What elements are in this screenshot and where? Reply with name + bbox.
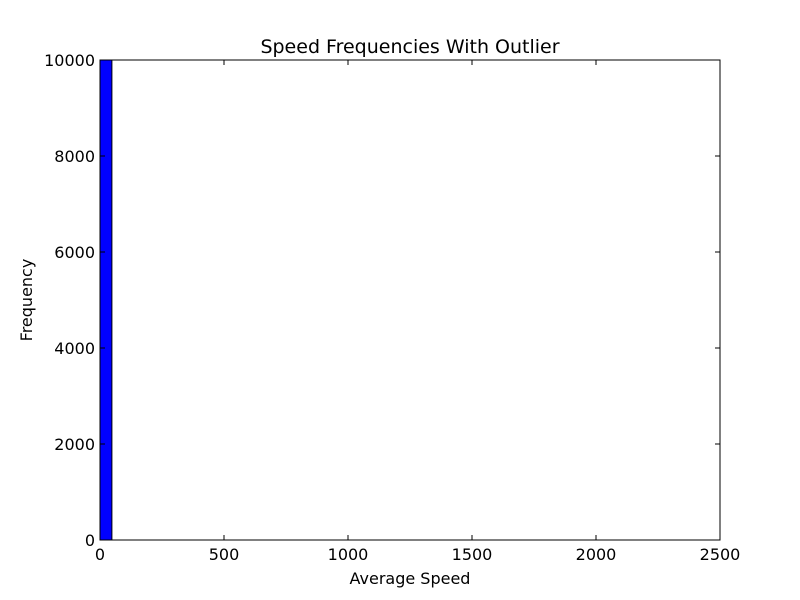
x-axis-label: Average Speed [350,569,471,588]
y-tick-label-3: 6000 [54,243,95,262]
x-tick-label-1: 500 [209,545,240,564]
x-tick-label-5: 2500 [700,545,741,564]
y-axis-label: Frequency [17,259,36,342]
y-tick-label-5: 10000 [44,51,95,70]
chart-title: Speed Frequencies With Outlier [260,36,559,58]
bars-group [99,59,113,541]
y-tick-label-4: 8000 [54,147,95,166]
y-tick-label-2: 4000 [54,339,95,358]
y-tick-label-1: 2000 [54,435,95,454]
y-tick-label-0: 0 [85,531,95,550]
histogram-bar-0 [99,59,113,541]
x-tick-label-4: 2000 [576,545,617,564]
x-tick-label-0: 0 [95,545,105,564]
plot-frame [99,59,721,541]
x-tick-label-2: 1000 [328,545,369,564]
x-axis-ticks: 0 500 1000 1500 2000 2500 [95,60,740,564]
y-axis-ticks: 0 2000 4000 6000 8000 10000 [44,51,720,550]
x-tick-label-3: 1500 [452,545,493,564]
